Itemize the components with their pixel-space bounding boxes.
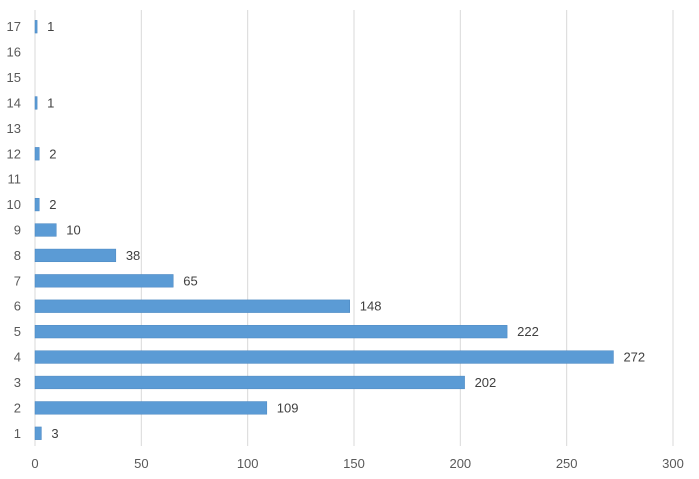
y-tick-label: 11 (8, 172, 22, 187)
data-label: 1 (47, 95, 54, 110)
y-tick-label: 4 (14, 350, 21, 365)
y-tick-label: 2 (14, 400, 21, 415)
bar-12 (34, 147, 40, 161)
x-tick-label: 0 (31, 456, 38, 471)
bar-5 (34, 325, 508, 339)
data-label: 202 (475, 375, 497, 390)
y-tick-label: 9 (14, 223, 21, 238)
bar-8 (34, 248, 117, 263)
x-axis-tick-labels: 0 50 100 150 200 250 300 (31, 456, 683, 471)
data-label: 2 (49, 146, 56, 161)
data-label: 272 (623, 350, 645, 365)
data-label: 38 (126, 248, 140, 263)
bar-2 (34, 401, 268, 415)
y-tick-label: 13 (7, 121, 21, 136)
y-tick-label: 7 (14, 273, 21, 288)
bar-6 (34, 299, 350, 313)
y-tick-label: 8 (14, 248, 21, 263)
y-tick-label: 14 (7, 95, 21, 110)
data-label: 148 (360, 299, 382, 314)
bar-3 (34, 375, 465, 390)
bar-14 (34, 96, 38, 110)
bars (34, 20, 614, 440)
data-label: 109 (277, 400, 299, 415)
data-label: 10 (66, 223, 80, 238)
y-tick-label: 6 (14, 299, 21, 314)
bar-1 (34, 426, 42, 440)
x-tick-label: 50 (134, 456, 148, 471)
y-tick-label: 17 (7, 19, 21, 34)
bar-4 (34, 350, 614, 364)
y-tick-label: 16 (7, 45, 21, 60)
x-tick-label: 200 (449, 456, 471, 471)
bar-9 (34, 223, 57, 237)
data-label: 65 (183, 273, 197, 288)
x-tick-label: 100 (237, 456, 259, 471)
grid-lines (34, 10, 674, 446)
x-tick-label: 250 (556, 456, 578, 471)
x-tick-label: 300 (662, 456, 684, 471)
bar-7 (34, 274, 174, 288)
data-label: 222 (517, 324, 539, 339)
y-tick-label: 12 (7, 146, 21, 161)
y-tick-label: 3 (14, 375, 21, 390)
data-label: 3 (51, 426, 58, 441)
y-tick-label: 10 (7, 197, 21, 212)
data-label: 1 (47, 19, 54, 34)
y-tick-label: 15 (7, 70, 21, 85)
y-tick-label: 1 (14, 426, 21, 441)
bar-17 (34, 20, 38, 34)
data-label: 2 (49, 197, 56, 212)
x-tick-label: 150 (343, 456, 365, 471)
y-tick-label: 5 (14, 324, 21, 339)
data-labels: 3 109 202 272 222 148 65 38 10 2 2 1 1 (47, 19, 645, 441)
bar-10 (34, 197, 40, 212)
